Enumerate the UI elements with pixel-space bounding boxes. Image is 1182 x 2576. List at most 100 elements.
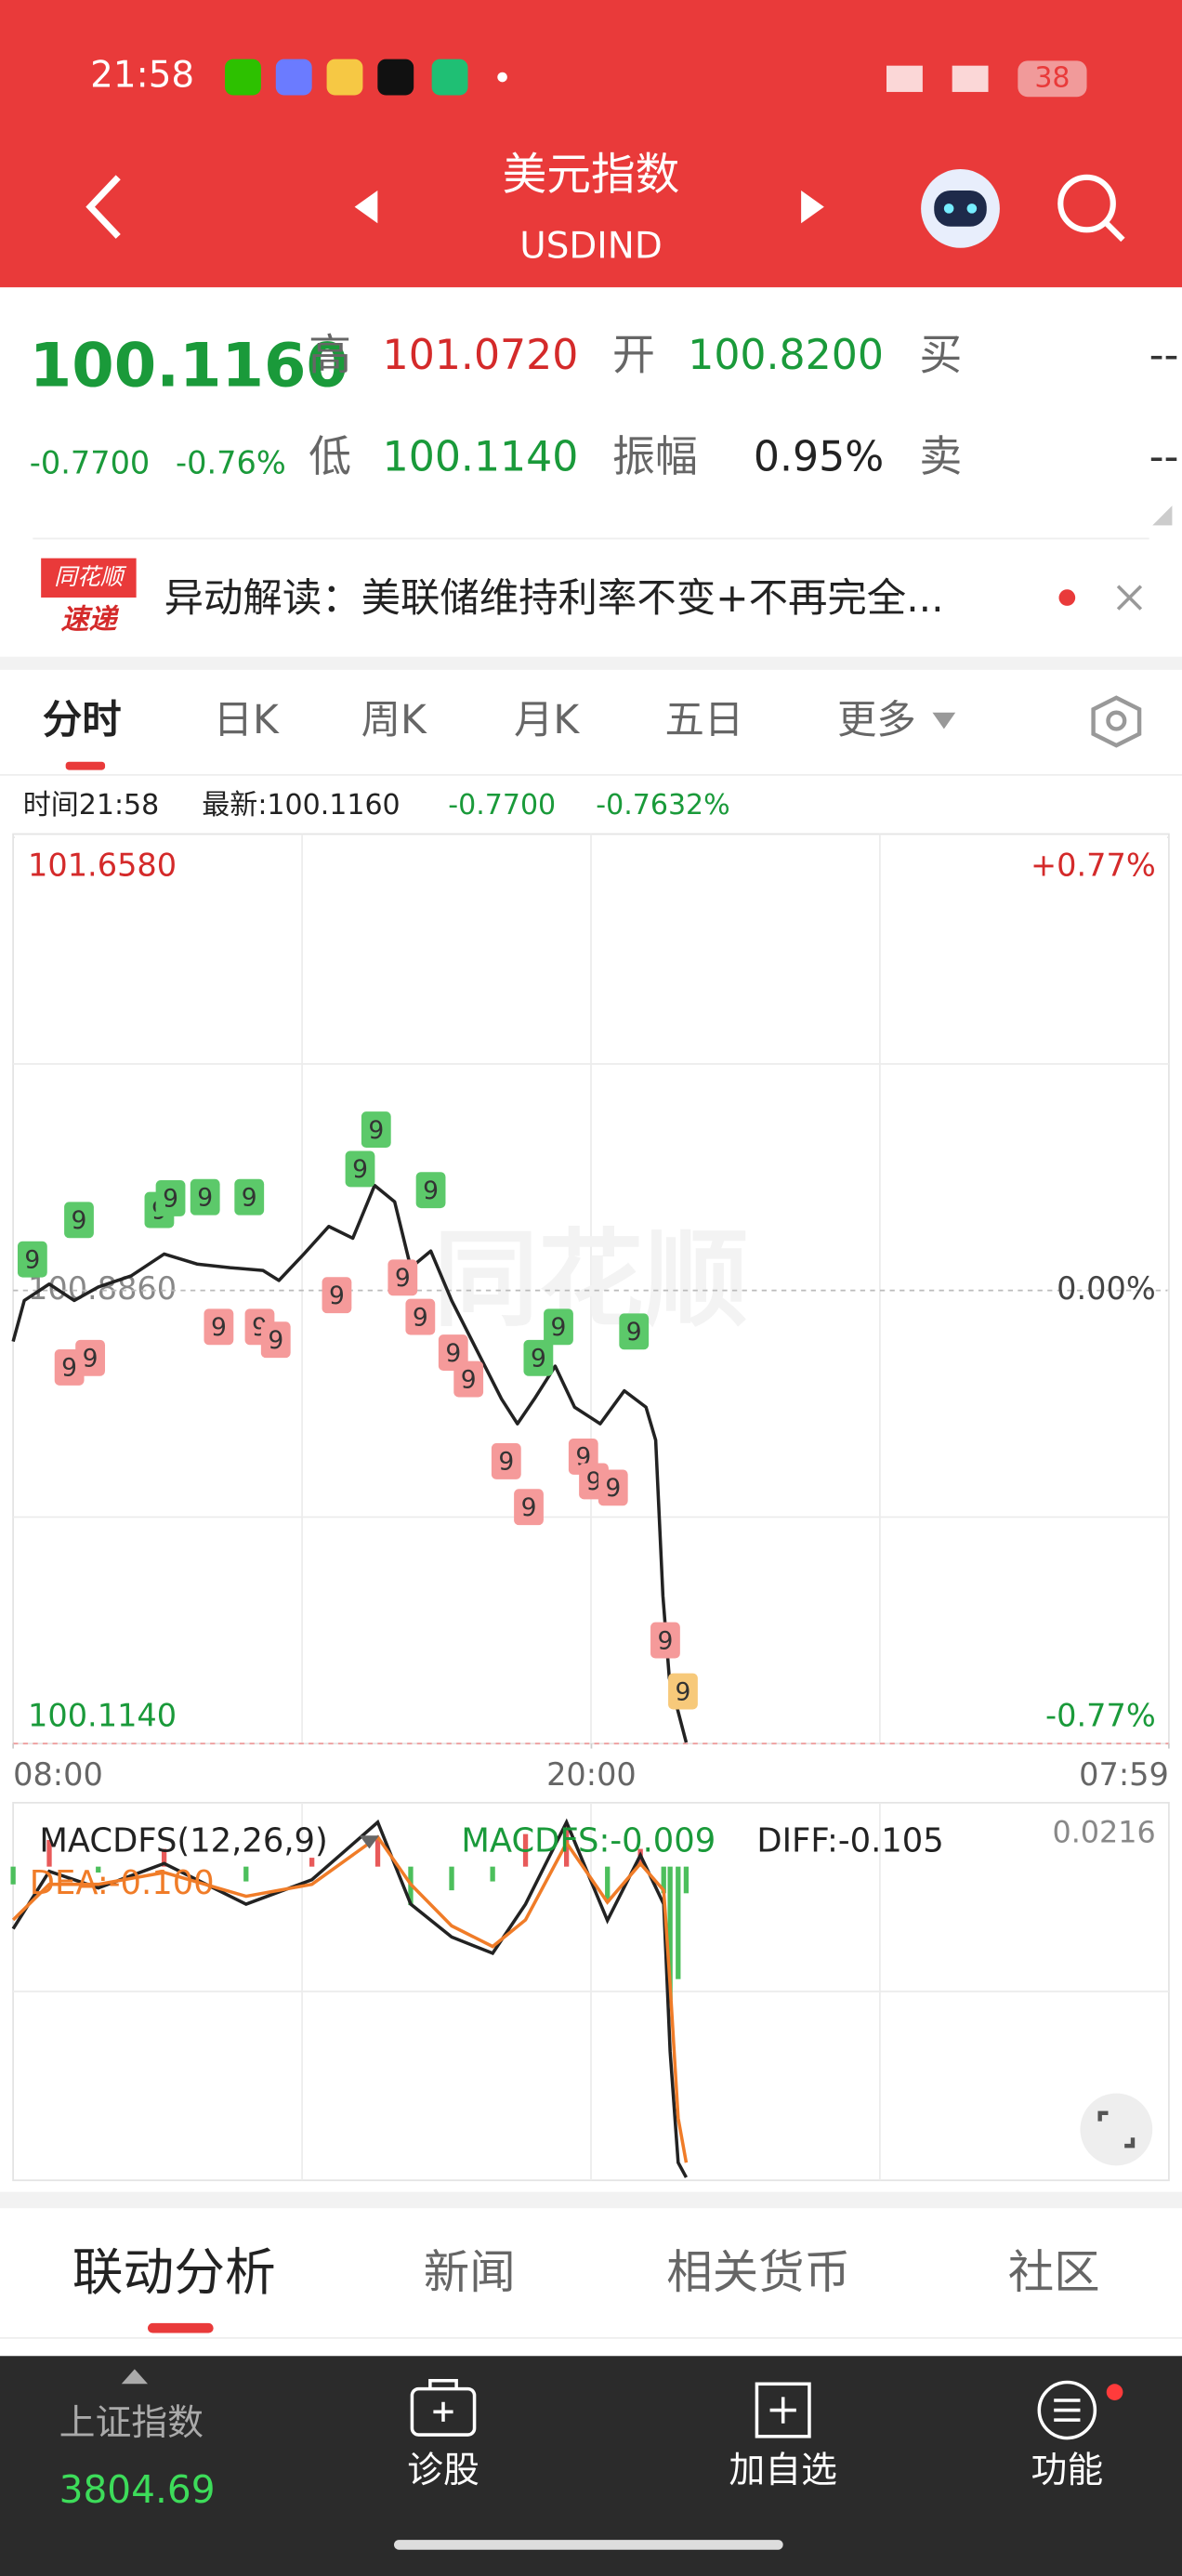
signal-label: 9 [676, 1677, 691, 1706]
chart-tab[interactable]: 日K [214, 697, 280, 743]
signal-label: 9 [368, 1116, 384, 1145]
nav-icons [410, 2378, 1097, 2440]
chart-tab[interactable]: 五日 [664, 697, 743, 743]
news-dot [1058, 589, 1076, 606]
info-time: 时间21:58 [23, 789, 160, 821]
macd-title-arrow [359, 1835, 380, 1849]
signal-label: 9 [395, 1264, 411, 1293]
bottom-tab[interactable]: 新闻 [424, 2245, 516, 2299]
signal-marker [17, 1241, 47, 1278]
macd-value: MACDFS:-0.009 [461, 1821, 716, 1860]
signal-label: 9 [242, 1183, 257, 1212]
bottom-tab[interactable]: 相关货币 [666, 2245, 850, 2299]
nav-item[interactable]: 诊股 [407, 2450, 479, 2491]
signal-marker [598, 1469, 628, 1506]
dea-value: DEA:-0.100 [30, 1864, 215, 1902]
signal-marker [619, 1313, 650, 1350]
open: 100.8200 [688, 332, 884, 379]
signal-label: 9 [586, 1467, 602, 1496]
macd-bar [161, 1848, 167, 1867]
header-bg [0, 0, 1182, 288]
macd-bar [374, 1836, 381, 1867]
high-label: 高 [309, 330, 351, 380]
chart-tab[interactable]: 月K [514, 697, 580, 743]
news-close[interactable] [1116, 585, 1143, 611]
signal-label: 9 [24, 1245, 40, 1274]
buy-label: 买 [919, 330, 962, 380]
next-button[interactable] [801, 190, 824, 224]
y-tick-label: 100.8860 [28, 1270, 177, 1307]
bottom-tab[interactable]: 联动分析 [72, 2242, 276, 2302]
gap [0, 2191, 1182, 2209]
signal-marker [405, 1298, 436, 1335]
y-tick-label: 101.6580 [28, 847, 177, 883]
signal-label: 9 [268, 1326, 283, 1355]
macd-title[interactable]: MACDFS(12,26,9) [39, 1821, 327, 1860]
y-tick-label: 0.0216 [1052, 1815, 1155, 1849]
nav-items: 诊股 加自选 功能 [407, 2450, 1103, 2491]
search-button[interactable] [1057, 174, 1125, 243]
x-tick-label: 07:59 [1079, 1756, 1169, 1793]
news-text[interactable]: 异动解读：美联储维持利率不变+不再完全... [164, 575, 944, 621]
macd-bar [96, 1866, 101, 1873]
change: -0.7700 [30, 444, 150, 480]
back-button[interactable] [85, 175, 121, 239]
signal-marker [260, 1321, 291, 1359]
badge-bottom: 速递 [60, 603, 119, 636]
signal-label: 9 [461, 1365, 477, 1394]
signal-label: 9 [531, 1345, 546, 1373]
signal-marker [345, 1150, 375, 1188]
signal-marker [64, 1202, 94, 1239]
y2-tick-label: -0.77% [1045, 1697, 1156, 1733]
signal-marker [75, 1339, 106, 1376]
info-latest: 最新:100.1160 [202, 789, 400, 821]
nav-item[interactable]: 功能 [1031, 2450, 1103, 2491]
price-chart: 同花顺 100.1140 100.8860 101.6580 -0.77% 0.00% +0… [11, 833, 1170, 1793]
header-title: 美元指数 [503, 150, 680, 201]
macd-bar [605, 1866, 611, 1902]
amplitude-label: 振幅 [612, 431, 698, 481]
sell: -- [1149, 434, 1179, 481]
settings-button[interactable] [1091, 695, 1142, 748]
x-tick-label: 20:00 [546, 1756, 637, 1793]
sell-label: 卖 [919, 431, 962, 481]
x-tick-label: 08:00 [13, 1756, 103, 1793]
bottom-tab[interactable]: 社区 [1008, 2245, 1100, 2299]
prev-button[interactable] [354, 190, 378, 224]
nav-item[interactable]: 加自选 [729, 2450, 837, 2491]
status-app-icons [225, 59, 507, 96]
low-label: 低 [309, 431, 351, 481]
index-name[interactable]: 上证指数 [59, 2402, 204, 2444]
bottom-tabs: 联动分析 新闻 相关货币 社区 [72, 2242, 1100, 2302]
signal-marker [453, 1360, 484, 1398]
macd-bar [683, 1866, 690, 1894]
open-label: 开 [612, 330, 655, 380]
expand-button[interactable] [1080, 2093, 1153, 2166]
info-change: -0.7700 [448, 789, 556, 821]
robot-button[interactable] [921, 168, 1000, 248]
signal-marker [650, 1622, 680, 1659]
battery: 38 [1034, 61, 1070, 94]
signal-marker [523, 1339, 554, 1376]
signal-label: 9 [445, 1339, 461, 1368]
macd-bar [667, 1866, 673, 2000]
signal-label: 9 [423, 1176, 439, 1205]
gap [0, 656, 1182, 670]
header-subtitle: USDIND [519, 225, 662, 267]
status-time: 21:58 [90, 55, 194, 97]
status-system-icons [886, 60, 1087, 98]
signal-marker [361, 1111, 391, 1149]
signal-label: 9 [61, 1354, 77, 1383]
corner-mark [1152, 506, 1173, 526]
chart-tab[interactable]: 更多 [837, 697, 916, 743]
chart-tab[interactable]: 周K [361, 697, 427, 743]
price: 100.1160 [30, 331, 348, 401]
y2-tick-label: +0.77% [1031, 847, 1156, 883]
macd-bar [243, 1866, 249, 1882]
y-tick-label: 100.1140 [28, 1697, 177, 1733]
chart-tab[interactable]: 分时 [43, 697, 122, 743]
macd-bar [309, 1858, 315, 1867]
bottom-tab-underline [148, 2322, 214, 2333]
signal-label: 9 [211, 1313, 227, 1342]
